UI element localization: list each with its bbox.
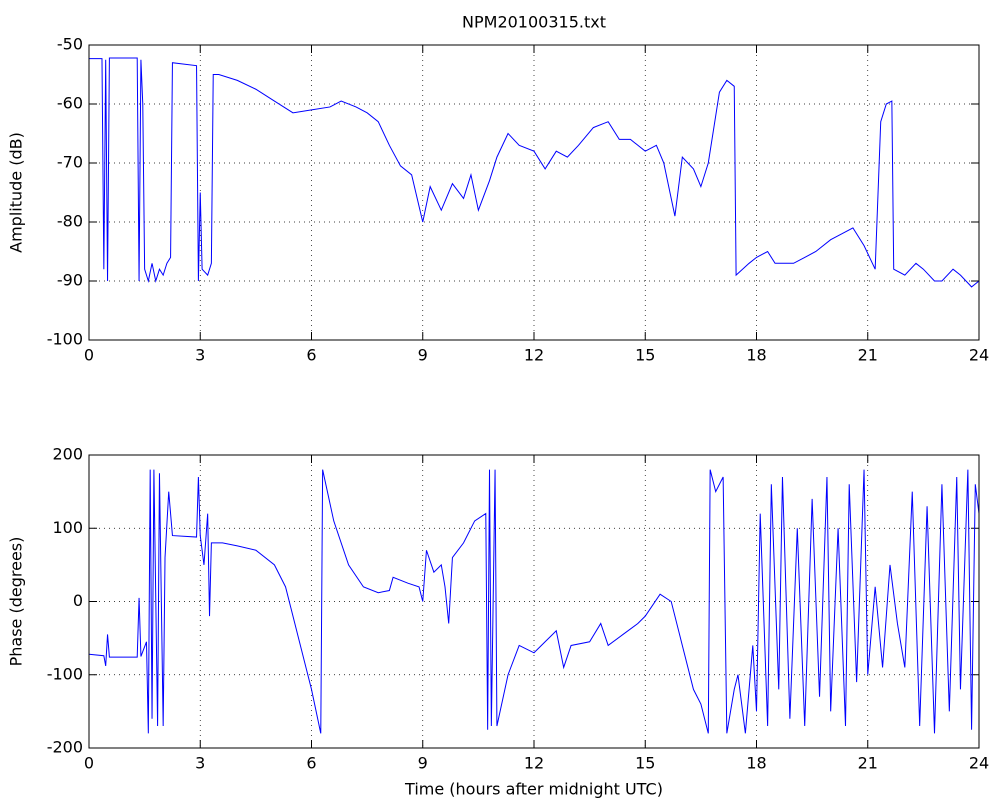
x-tick-label: 3 — [195, 346, 205, 365]
x-tick-label: 6 — [306, 754, 316, 773]
x-tick-label: 12 — [524, 754, 544, 773]
chart-title: NPM20100315.txt — [462, 13, 606, 32]
y-tick-label: 200 — [52, 445, 83, 464]
x-tick-label: 24 — [969, 346, 989, 365]
y-tick-label: -70 — [57, 153, 83, 172]
y-axis-label: Amplitude (dB) — [7, 132, 26, 253]
x-tick-label: 9 — [418, 754, 428, 773]
x-tick-label: 18 — [746, 754, 766, 773]
x-tick-label: 21 — [858, 346, 878, 365]
y-tick-label: -200 — [47, 738, 83, 757]
y-tick-label: -60 — [57, 94, 83, 113]
x-tick-label: 24 — [969, 754, 989, 773]
x-tick-label: 6 — [306, 346, 316, 365]
x-tick-label: 0 — [84, 346, 94, 365]
axes-frame — [88, 454, 980, 749]
axes-frame — [88, 44, 980, 341]
x-tick-label: 0 — [84, 754, 94, 773]
data-line — [89, 57, 980, 288]
y-tick-label: 0 — [73, 591, 83, 610]
y-axis-label: Phase (degrees) — [7, 537, 26, 667]
y-tick-label: -90 — [57, 271, 83, 290]
y-tick-label: -100 — [47, 330, 83, 349]
x-tick-label: 3 — [195, 754, 205, 773]
y-tick-label: -50 — [57, 35, 83, 54]
y-tick-label: 100 — [52, 518, 83, 537]
x-tick-label: 21 — [858, 754, 878, 773]
x-tick-label: 12 — [524, 346, 544, 365]
y-tick-label: -80 — [57, 212, 83, 231]
y-tick-label: -100 — [47, 664, 83, 683]
x-tick-label: 15 — [635, 754, 655, 773]
x-tick-label: 18 — [746, 346, 766, 365]
x-tick-label: 9 — [418, 346, 428, 365]
data-line — [88, 469, 980, 734]
x-axis-label: Time (hours after midnight UTC) — [404, 780, 663, 799]
x-tick-label: 15 — [635, 346, 655, 365]
